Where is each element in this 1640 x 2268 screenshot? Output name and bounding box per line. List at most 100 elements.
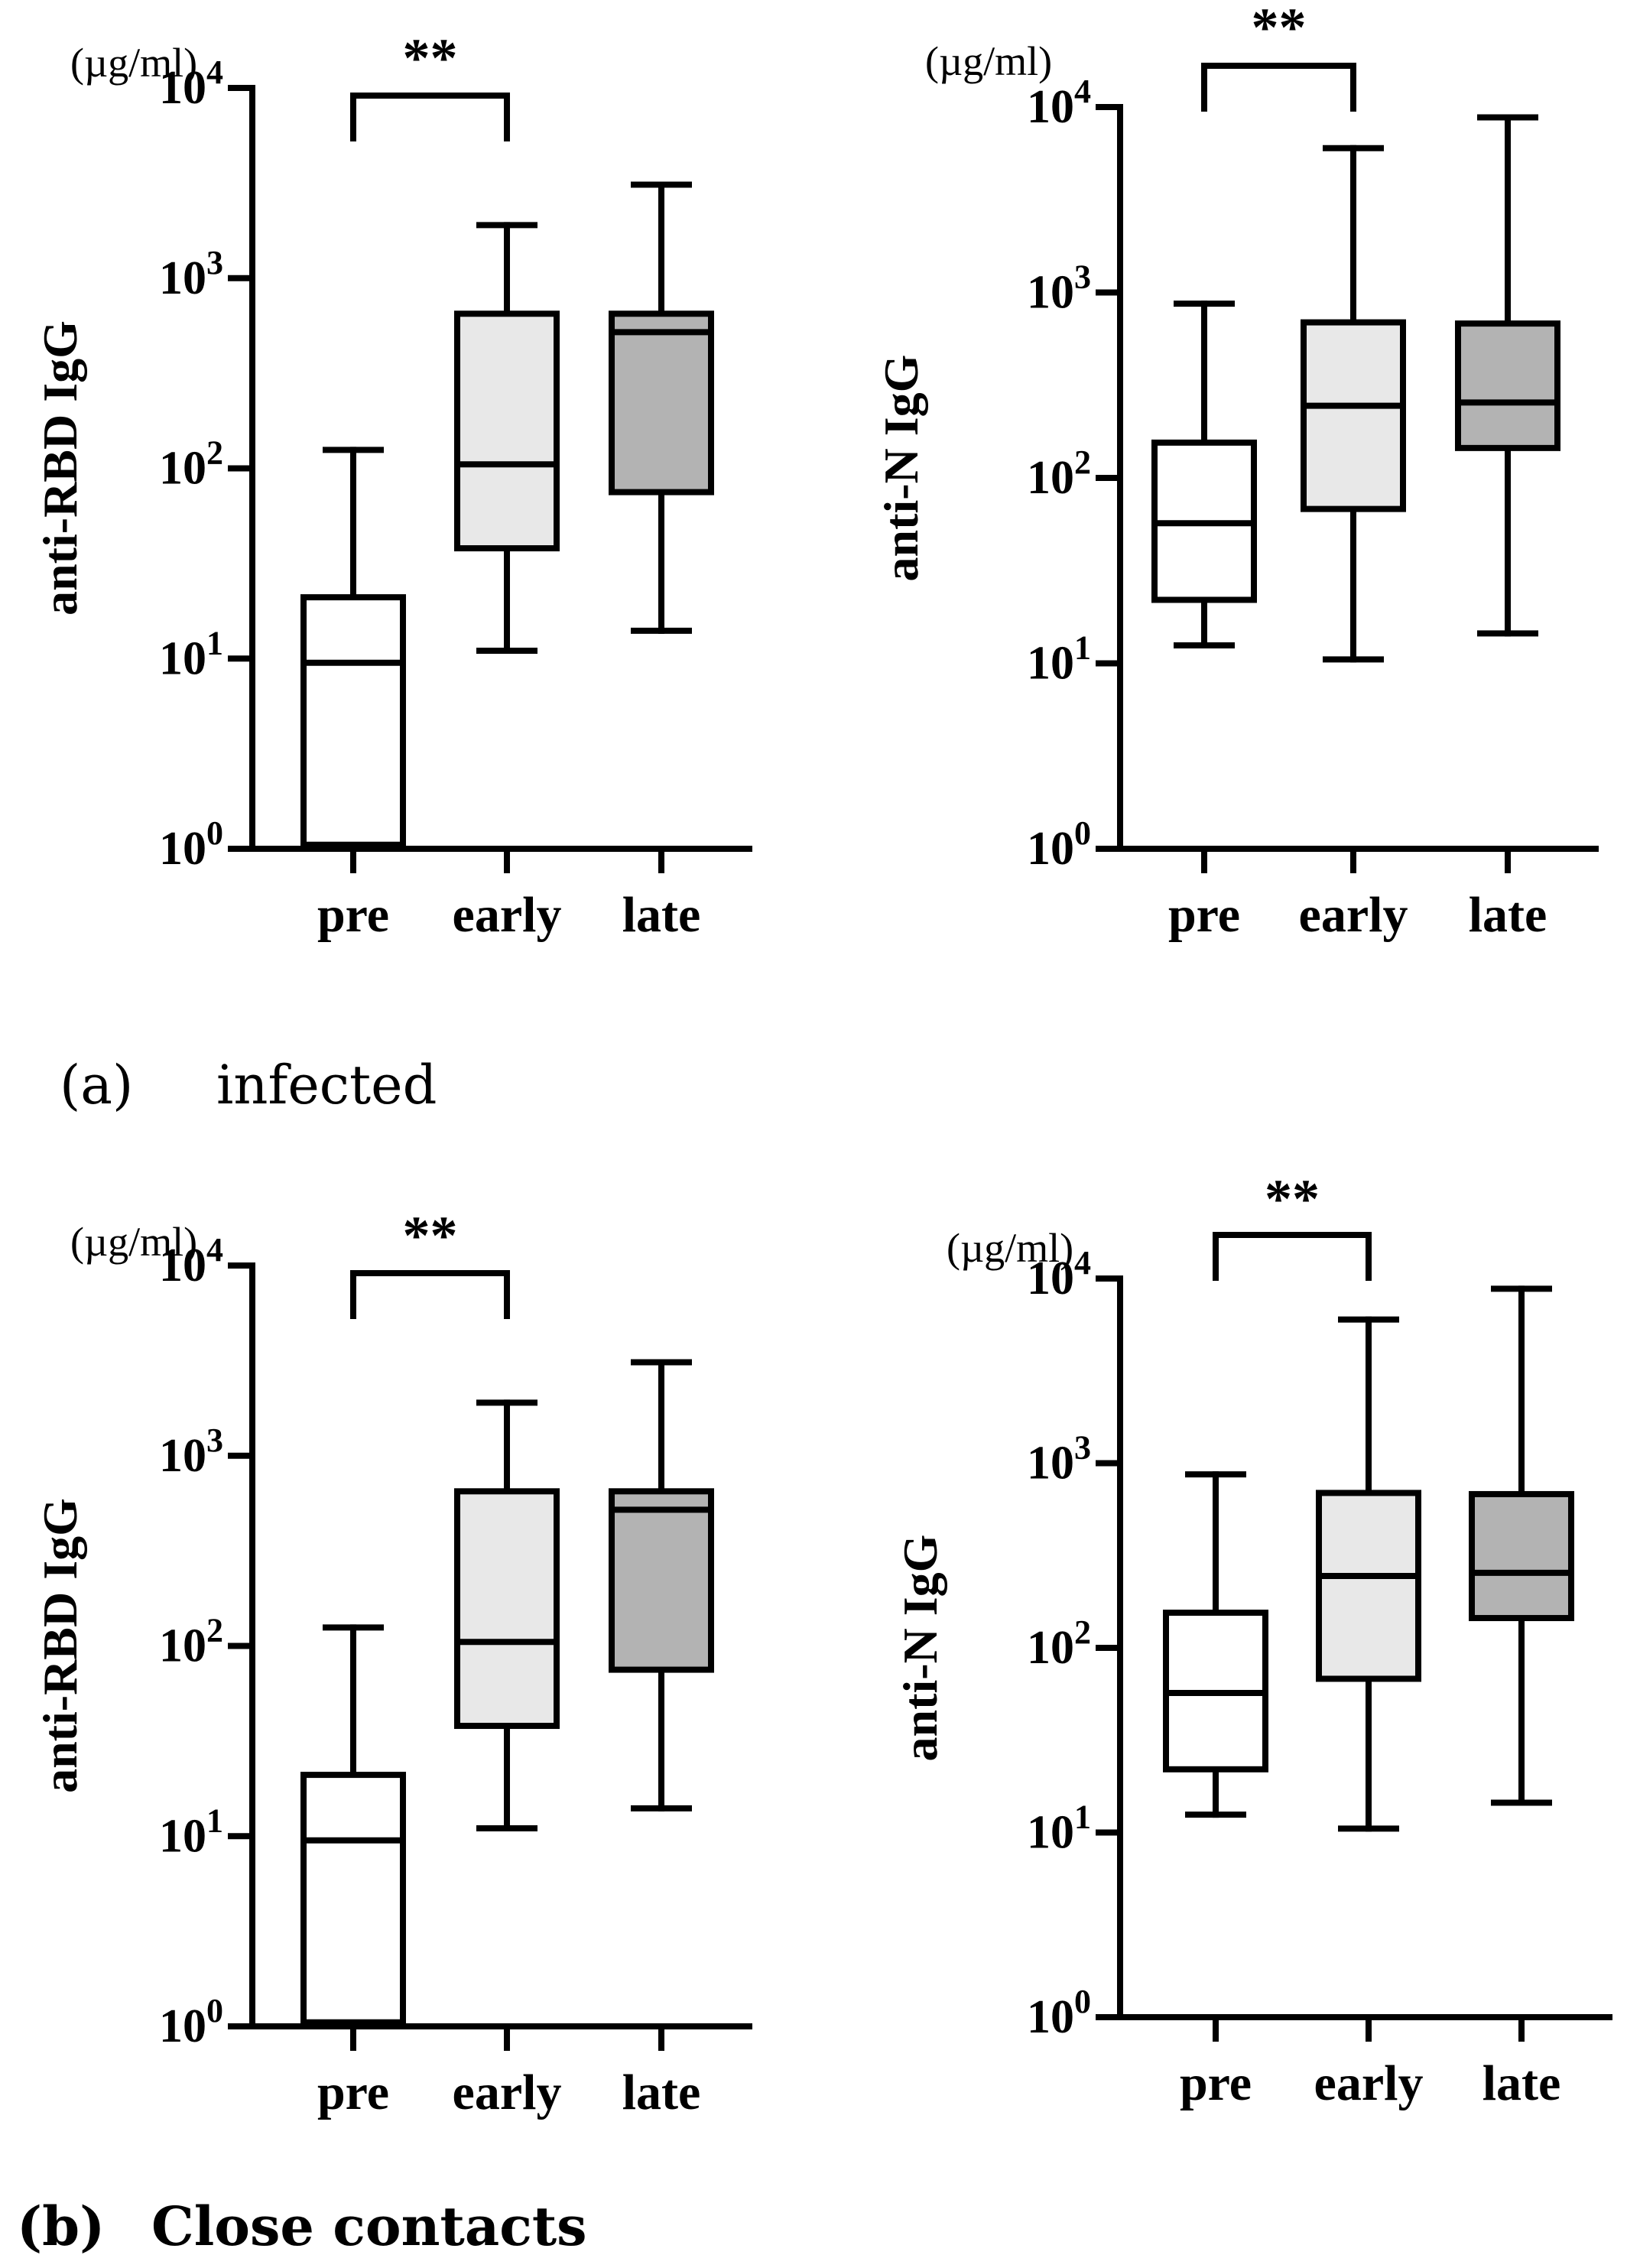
significance-bracket: **	[1213, 1168, 1372, 1281]
y-axis-title: anti-RBD IgG	[33, 1498, 87, 1793]
significance-label: **	[403, 1205, 458, 1266]
y-tick-base: 10	[159, 443, 206, 495]
caption-b: (b) Close contacts	[17, 2195, 587, 2258]
box-pre: pre	[1151, 301, 1257, 943]
significance-label: **	[403, 28, 458, 89]
y-tick-label: 102	[159, 1612, 223, 1672]
caption-a: (a) infected	[60, 1054, 437, 1116]
y-tick-exponent: 0	[206, 814, 223, 852]
y-tick-exponent: 4	[206, 1231, 223, 1269]
box-rect	[1455, 320, 1560, 451]
x-category-label: pre	[317, 2065, 389, 2120]
y-tick-exponent: 1	[1074, 629, 1091, 667]
y-tick-label: 102	[1027, 444, 1091, 504]
x-category-label: pre	[1180, 2055, 1252, 2111]
y-tick-exponent: 1	[1074, 1798, 1091, 1836]
significance-bracket-line	[1213, 1232, 1372, 1281]
y-tick-base: 10	[159, 1810, 206, 1862]
x-category-label: pre	[1168, 887, 1240, 943]
y-tick-base: 10	[1027, 1253, 1074, 1305]
y-tick-base: 10	[159, 823, 206, 875]
y-tick-base: 10	[159, 1240, 206, 1292]
significance-bracket-line	[350, 1270, 510, 1319]
y-tick-exponent: 3	[206, 1422, 223, 1459]
box-late: late	[609, 1359, 714, 2120]
y-tick-exponent: 2	[1074, 1613, 1091, 1651]
y-tick-base: 10	[1027, 1622, 1074, 1674]
y-tick-base: 10	[1027, 638, 1074, 690]
x-category-label: early	[453, 2065, 562, 2120]
box-late: late	[1455, 114, 1560, 943]
box-early: early	[1314, 1316, 1424, 2111]
y-tick-exponent: 4	[1074, 73, 1091, 110]
box-rect	[454, 310, 560, 552]
y-unit-label: (µg/ml)	[925, 38, 1052, 84]
y-tick-exponent: 3	[1074, 258, 1091, 296]
y-tick-label: 104	[1027, 73, 1091, 133]
caption-a-label: infected	[216, 1054, 437, 1116]
y-tick-label: 104	[1027, 1244, 1091, 1305]
y-axis-title: anti-N IgG	[893, 1535, 947, 1762]
y-tick-base: 10	[159, 2000, 206, 2052]
y-tick-exponent: 0	[1074, 1983, 1091, 2020]
y-tick-base: 10	[1027, 452, 1074, 504]
box-early: early	[453, 222, 561, 943]
y-tick-base: 10	[1027, 1807, 1074, 1859]
significance-bracket: **	[350, 28, 510, 141]
y-tick-label: 103	[1027, 258, 1091, 319]
y-tick-label: 100	[1027, 814, 1091, 875]
caption-a-letter: (a)	[60, 1054, 134, 1116]
y-tick-base: 10	[159, 1620, 206, 1672]
y-tick-label: 100	[159, 814, 223, 875]
box-rect	[1301, 319, 1406, 512]
x-category-label: late	[622, 2065, 701, 2120]
y-tick-label: 103	[159, 1422, 223, 1482]
y-tick-exponent: 1	[206, 1802, 223, 1839]
significance-bracket: **	[350, 1205, 510, 1319]
y-tick-exponent: 2	[206, 434, 223, 472]
x-category-label: late	[1482, 2055, 1561, 2111]
box-pre: pre	[300, 447, 406, 943]
y-tick-exponent: 0	[206, 1992, 223, 2029]
y-tick-label: 101	[159, 1802, 223, 1862]
box-late: late	[1469, 1285, 1574, 2111]
box-rect	[454, 1488, 560, 1730]
y-tick-label: 101	[1027, 629, 1091, 690]
y-tick-exponent: 1	[206, 624, 223, 661]
y-tick-label: 102	[159, 434, 223, 495]
y-unit-label: (µg/ml)	[70, 40, 197, 86]
y-tick-base: 10	[1027, 1438, 1074, 1490]
y-axis-title: anti-RBD IgG	[33, 320, 87, 616]
significance-bracket-line	[350, 93, 510, 141]
x-category-label: late	[1469, 887, 1547, 943]
y-tick-base: 10	[159, 1430, 206, 1482]
box-early: early	[1299, 145, 1408, 943]
y-unit-label: (µg/ml)	[70, 1219, 197, 1265]
box-rect	[300, 594, 406, 848]
x-category-label: early	[1314, 2055, 1424, 2111]
y-tick-exponent: 0	[1074, 814, 1091, 852]
caption-b-label: Close contacts	[151, 2195, 587, 2258]
significance-bracket-line	[1201, 63, 1356, 112]
box-rect	[300, 1772, 406, 2026]
y-tick-label: 101	[1027, 1798, 1091, 1859]
y-tick-exponent: 3	[1074, 1429, 1091, 1467]
box-late: late	[609, 181, 714, 943]
y-tick-label: 103	[159, 244, 223, 304]
caption-b-letter: (b)	[17, 2195, 106, 2258]
y-tick-base: 10	[1027, 81, 1074, 133]
significance-label: **	[1252, 0, 1307, 58]
x-category-label: early	[1299, 887, 1408, 943]
box-rect	[609, 310, 714, 496]
box-rect	[1469, 1490, 1574, 1622]
y-tick-exponent: 2	[206, 1612, 223, 1649]
y-tick-exponent: 4	[206, 54, 223, 91]
y-tick-label: 103	[1027, 1429, 1091, 1490]
y-tick-label: 104	[159, 54, 223, 114]
y-tick-exponent: 4	[1074, 1244, 1091, 1282]
